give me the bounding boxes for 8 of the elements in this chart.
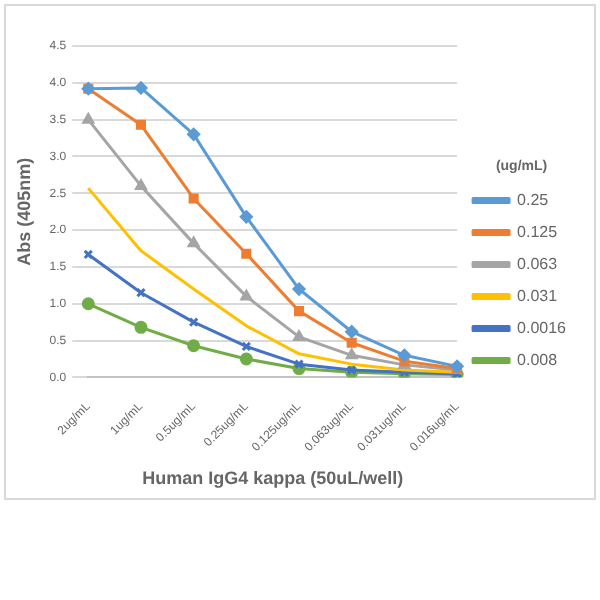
y-axis-title: Abs (405nm) bbox=[13, 157, 34, 266]
legend-label: 0.031 bbox=[517, 286, 559, 305]
legend-label: 0.063 bbox=[517, 254, 559, 273]
legend-label: 0.125 bbox=[517, 222, 559, 241]
legend-label: 0.25 bbox=[517, 190, 550, 209]
legend-label: 0.0016 bbox=[517, 318, 568, 337]
x-axis-title: Human IgG4 kappa (50uL/well) bbox=[142, 468, 404, 489]
legend-label: 0.008 bbox=[517, 350, 559, 369]
